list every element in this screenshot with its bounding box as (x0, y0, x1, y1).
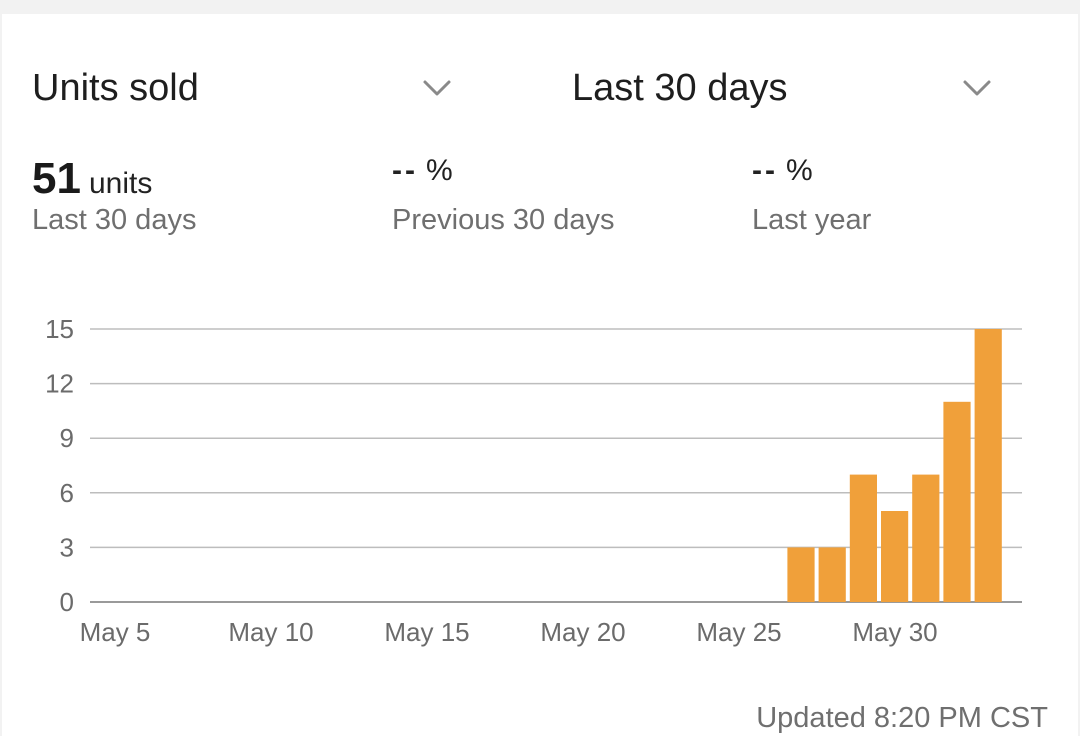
y-tick-label: 6 (60, 478, 74, 508)
chart-bar (974, 329, 1002, 602)
chevron-down-icon (963, 80, 991, 96)
stat-caption: Last year (752, 204, 872, 236)
y-tick-label: 12 (45, 369, 74, 399)
metric-dropdown[interactable]: Units sold (32, 64, 452, 112)
x-tick-label: May 10 (228, 617, 313, 647)
units-sold-card: 0 3 6 9 12 15 May 5 May 10 May 15 May 20 May 25 May… (2, 14, 1078, 736)
stat-caption: Previous 30 days (392, 204, 615, 236)
x-tick-label: May 30 (852, 617, 937, 647)
x-tick-label: May 5 (80, 617, 151, 647)
date-range-dropdown[interactable]: Last 30 days (572, 64, 992, 112)
stat-caption: Last 30 days (32, 204, 197, 236)
chart-bar (787, 547, 815, 602)
chart-bar (818, 547, 846, 602)
chevron-down-icon (423, 80, 451, 96)
stat-unit: % (785, 154, 813, 187)
updated-timestamp: Updated 8:20 PM CST (756, 702, 1048, 734)
y-tick-label: 9 (60, 423, 74, 453)
chart-bar (849, 474, 877, 602)
stat-value: -- (392, 154, 418, 187)
x-tick-label: May 20 (540, 617, 625, 647)
x-tick-label: May 15 (384, 617, 469, 647)
stat-units-last-30-days: 51 units Last 30 days (32, 154, 196, 237)
stat-unit: % (425, 154, 453, 187)
y-tick-label: 3 (60, 532, 74, 562)
chart-bar (943, 401, 971, 602)
y-tick-label: 0 (60, 587, 74, 617)
y-tick-label: 15 (45, 314, 74, 344)
x-tick-label: May 25 (696, 617, 781, 647)
units-chart: 0 3 6 9 12 15 May 5 May 10 May 15 May 20 May 25 May… (45, 314, 1022, 647)
stat-value: -- (752, 154, 778, 187)
chart-bar (912, 474, 940, 602)
stat-last-year: -- % Last year (752, 154, 871, 237)
stat-previous-30-days: -- % Previous 30 days (392, 154, 614, 237)
stat-unit: units (88, 167, 153, 200)
stat-value: 51 (32, 154, 81, 203)
date-range-dropdown-label: Last 30 days (572, 66, 788, 109)
metric-dropdown-label: Units sold (32, 66, 199, 109)
chart-bar (881, 511, 909, 602)
